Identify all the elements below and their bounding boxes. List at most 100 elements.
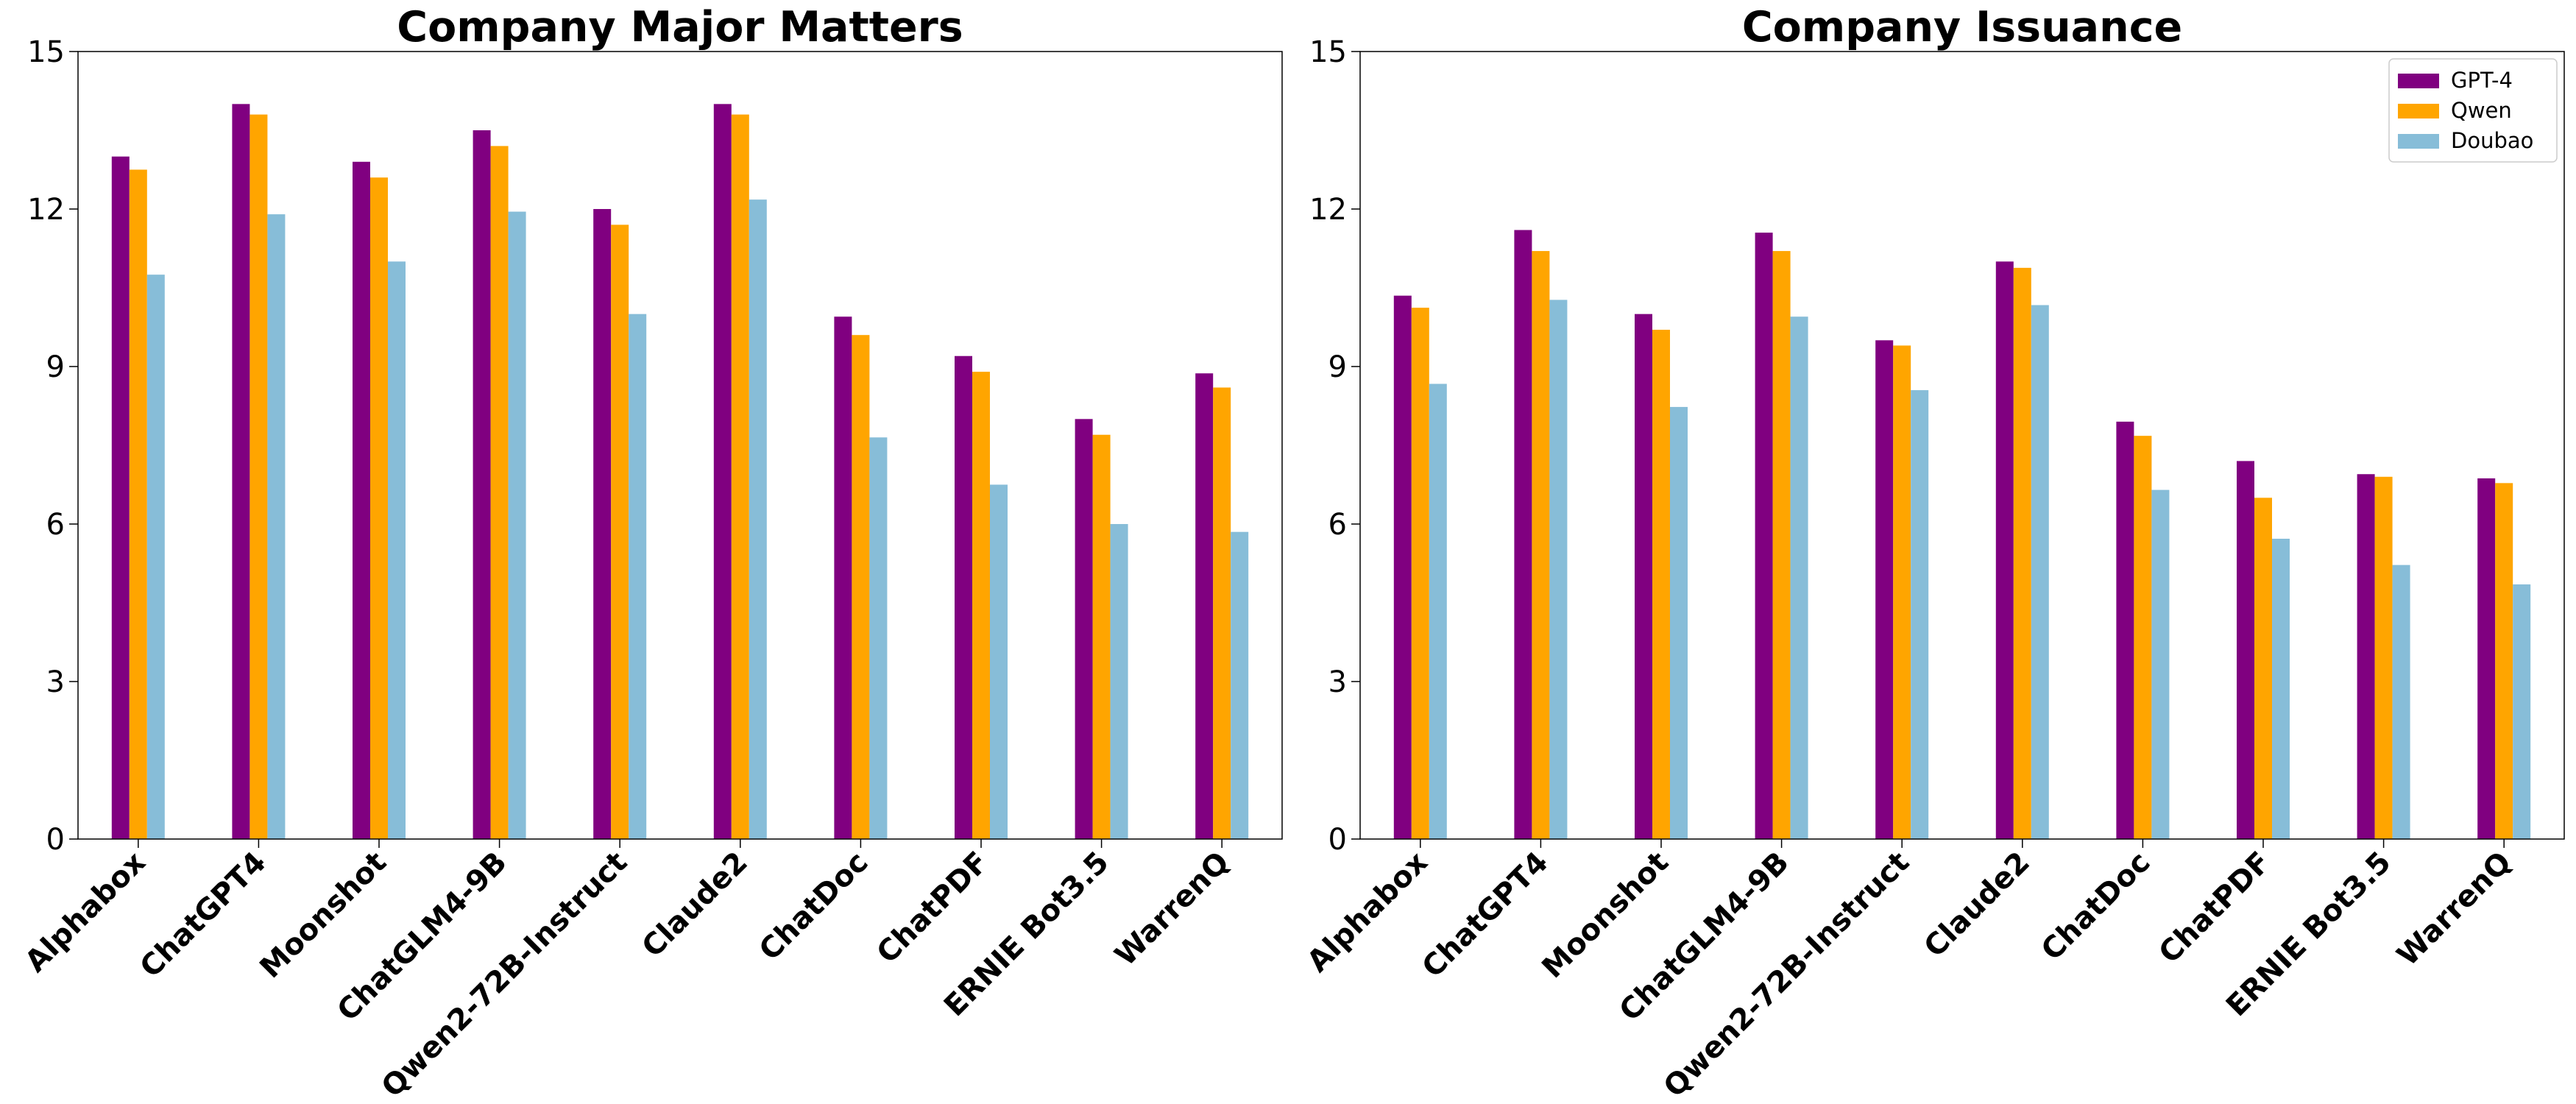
x-tick-label-chatpdf: ChatPDF (2153, 846, 2278, 971)
bar-doubao-alphabox (1429, 383, 1447, 839)
y-tick-label: 6 (1328, 508, 1347, 542)
bar-doubao-chatglm4-9b (1790, 316, 1808, 840)
x-tick-label-warrenq: WarrenQ (1108, 846, 1236, 973)
x-tick-label-chatpdf: ChatPDF (871, 846, 996, 971)
bar-doubao-warrenq (2513, 584, 2531, 839)
bar-gpt-4-ernie-bot3-5 (1075, 419, 1093, 839)
bar-doubao-ernie-bot3-5 (2392, 565, 2410, 839)
legend-label-qwen: Qwen (2451, 98, 2512, 123)
bar-gpt-4-moonshot (1635, 314, 1652, 839)
x-tick-label-chatdoc: ChatDoc (753, 846, 875, 968)
x-tick-label-qwen2-72b-instruct: Qwen2-72B-Instruct (375, 846, 634, 1104)
bar-qwen-qwen2-72b-instruct (1893, 345, 1911, 840)
bar-doubao-moonshot (1670, 406, 1688, 839)
bar-doubao-claude2 (2031, 305, 2049, 839)
bar-qwen-moonshot (370, 177, 388, 839)
chart-title: Company Issuance (1742, 3, 2182, 52)
bar-gpt-4-chatgpt4 (1514, 230, 1532, 839)
bar-qwen-chatglm4-9b (490, 146, 509, 839)
x-tick-label-alphabox: Alphabox (1301, 845, 1434, 979)
bar-qwen-chatgpt4 (250, 114, 268, 840)
y-tick-label: 3 (46, 665, 65, 699)
legend-swatch-doubao (2398, 134, 2439, 149)
y-tick-label: 0 (46, 823, 65, 857)
chart-panel-2: Company Issuance 0 3 6 9 12 15 AlphaboxChatGPT4… (1301, 3, 2565, 1104)
bar-gpt-4-claude2 (1995, 261, 2014, 840)
bar-qwen-chatdoc (2134, 436, 2152, 839)
bar-gpt-4-chatglm4-9b (1755, 233, 1773, 840)
bar-gpt-4-warrenq (2477, 478, 2496, 839)
bar-gpt-4-warrenq (1195, 373, 1214, 839)
bar-doubao-chatdoc (2151, 489, 2170, 839)
bar-qwen-chatpdf (972, 372, 990, 839)
bar-doubao-chatpdf (990, 484, 1008, 839)
y-tick-label: 3 (1328, 665, 1347, 699)
chart-title: Company Major Matters (397, 3, 963, 52)
bar-gpt-4-chatdoc (2116, 421, 2134, 839)
bar-qwen-chatdoc (852, 335, 870, 839)
x-tick-label-chatdoc: ChatDoc (2035, 846, 2157, 968)
bar-qwen-warrenq (2495, 483, 2513, 839)
bar-gpt-4-claude2 (713, 104, 732, 839)
x-tick-label-qwen2-72b-instruct: Qwen2-72B-Instruct (1657, 846, 1916, 1104)
legend-label-doubao: Doubao (2451, 128, 2533, 153)
bar-qwen-chatpdf (2254, 498, 2272, 839)
bar-gpt-4-chatpdf (2237, 461, 2254, 839)
chart-panel-1: Company Major Matters03691215AlphaboxCha… (18, 3, 1283, 1104)
bar-gpt-4-alphabox (1393, 295, 1412, 839)
y-tick-label: 15 (1309, 35, 1347, 69)
bar-gpt-4-chatpdf (955, 355, 972, 840)
y-tick-label: 15 (27, 35, 65, 69)
bar-doubao-alphabox (146, 275, 165, 839)
plot-frame (1359, 51, 2565, 840)
x-tick-label-chatgpt4: ChatGPT4 (134, 846, 273, 985)
legend-label-gpt-4: GPT-4 (2451, 68, 2513, 93)
bar-doubao-chatglm4-9b (508, 211, 526, 839)
plot-frame (77, 51, 1283, 840)
bar-gpt-4-ernie-bot3-5 (2357, 474, 2375, 839)
y-tick-label: 6 (46, 508, 65, 542)
bar-gpt-4-alphabox (111, 156, 130, 840)
bar-qwen-chatgpt4 (1532, 251, 1550, 839)
bar-doubao-ernie-bot3-5 (1110, 524, 1128, 839)
bar-doubao-chatpdf (2272, 538, 2290, 839)
bar-qwen-ernie-bot3-5 (1092, 434, 1111, 839)
bar-qwen-claude2 (731, 114, 749, 840)
bar-doubao-chatdoc (869, 437, 888, 839)
bar-gpt-4-qwen2-72b-instruct (1875, 340, 1894, 840)
bar-qwen-alphabox (129, 169, 147, 839)
x-tick-label-claude2: Claude2 (636, 846, 754, 964)
bar-doubao-warrenq (1231, 531, 1249, 839)
bar-qwen-ernie-bot3-5 (2374, 476, 2393, 839)
x-tick-label-warrenq: WarrenQ (2391, 846, 2518, 973)
bar-qwen-alphabox (1411, 308, 1429, 839)
bar-qwen-moonshot (1652, 330, 1670, 839)
bar-gpt-4-chatdoc (834, 316, 852, 840)
bar-qwen-chatglm4-9b (1772, 251, 1791, 839)
bar-gpt-4-chatgpt4 (232, 104, 250, 839)
bar-doubao-chatgpt4 (267, 214, 286, 839)
bar-doubao-claude2 (749, 199, 767, 839)
bar-doubao-qwen2-72b-instruct (629, 314, 647, 839)
y-tick-label: 12 (27, 193, 65, 227)
bar-doubao-chatgpt4 (1549, 300, 1568, 839)
x-tick-label-alphabox: Alphabox (18, 845, 152, 979)
x-tick-label-claude2: Claude2 (1918, 846, 2037, 964)
y-tick-label: 0 (1328, 823, 1347, 857)
y-tick-label: 9 (1328, 350, 1347, 384)
y-tick-label: 12 (1309, 193, 1347, 227)
bar-doubao-moonshot (388, 261, 406, 840)
bar-doubao-qwen2-72b-instruct (1911, 390, 1929, 839)
legend-swatch-gpt-4 (2398, 74, 2439, 88)
x-tick-label-chatgpt4: ChatGPT4 (1416, 846, 1555, 985)
bar-qwen-claude2 (2013, 267, 2031, 839)
y-tick-label: 9 (46, 350, 65, 384)
legend-swatch-qwen (2398, 104, 2439, 118)
bar-qwen-warrenq (1213, 387, 1231, 839)
bar-gpt-4-qwen2-72b-instruct (593, 209, 612, 839)
legend: GPT-4 Qwen Doubao (2388, 58, 2558, 163)
bar-qwen-qwen2-72b-instruct (611, 224, 629, 839)
bar-gpt-4-chatglm4-9b (473, 130, 491, 839)
bar-gpt-4-moonshot (353, 161, 370, 840)
